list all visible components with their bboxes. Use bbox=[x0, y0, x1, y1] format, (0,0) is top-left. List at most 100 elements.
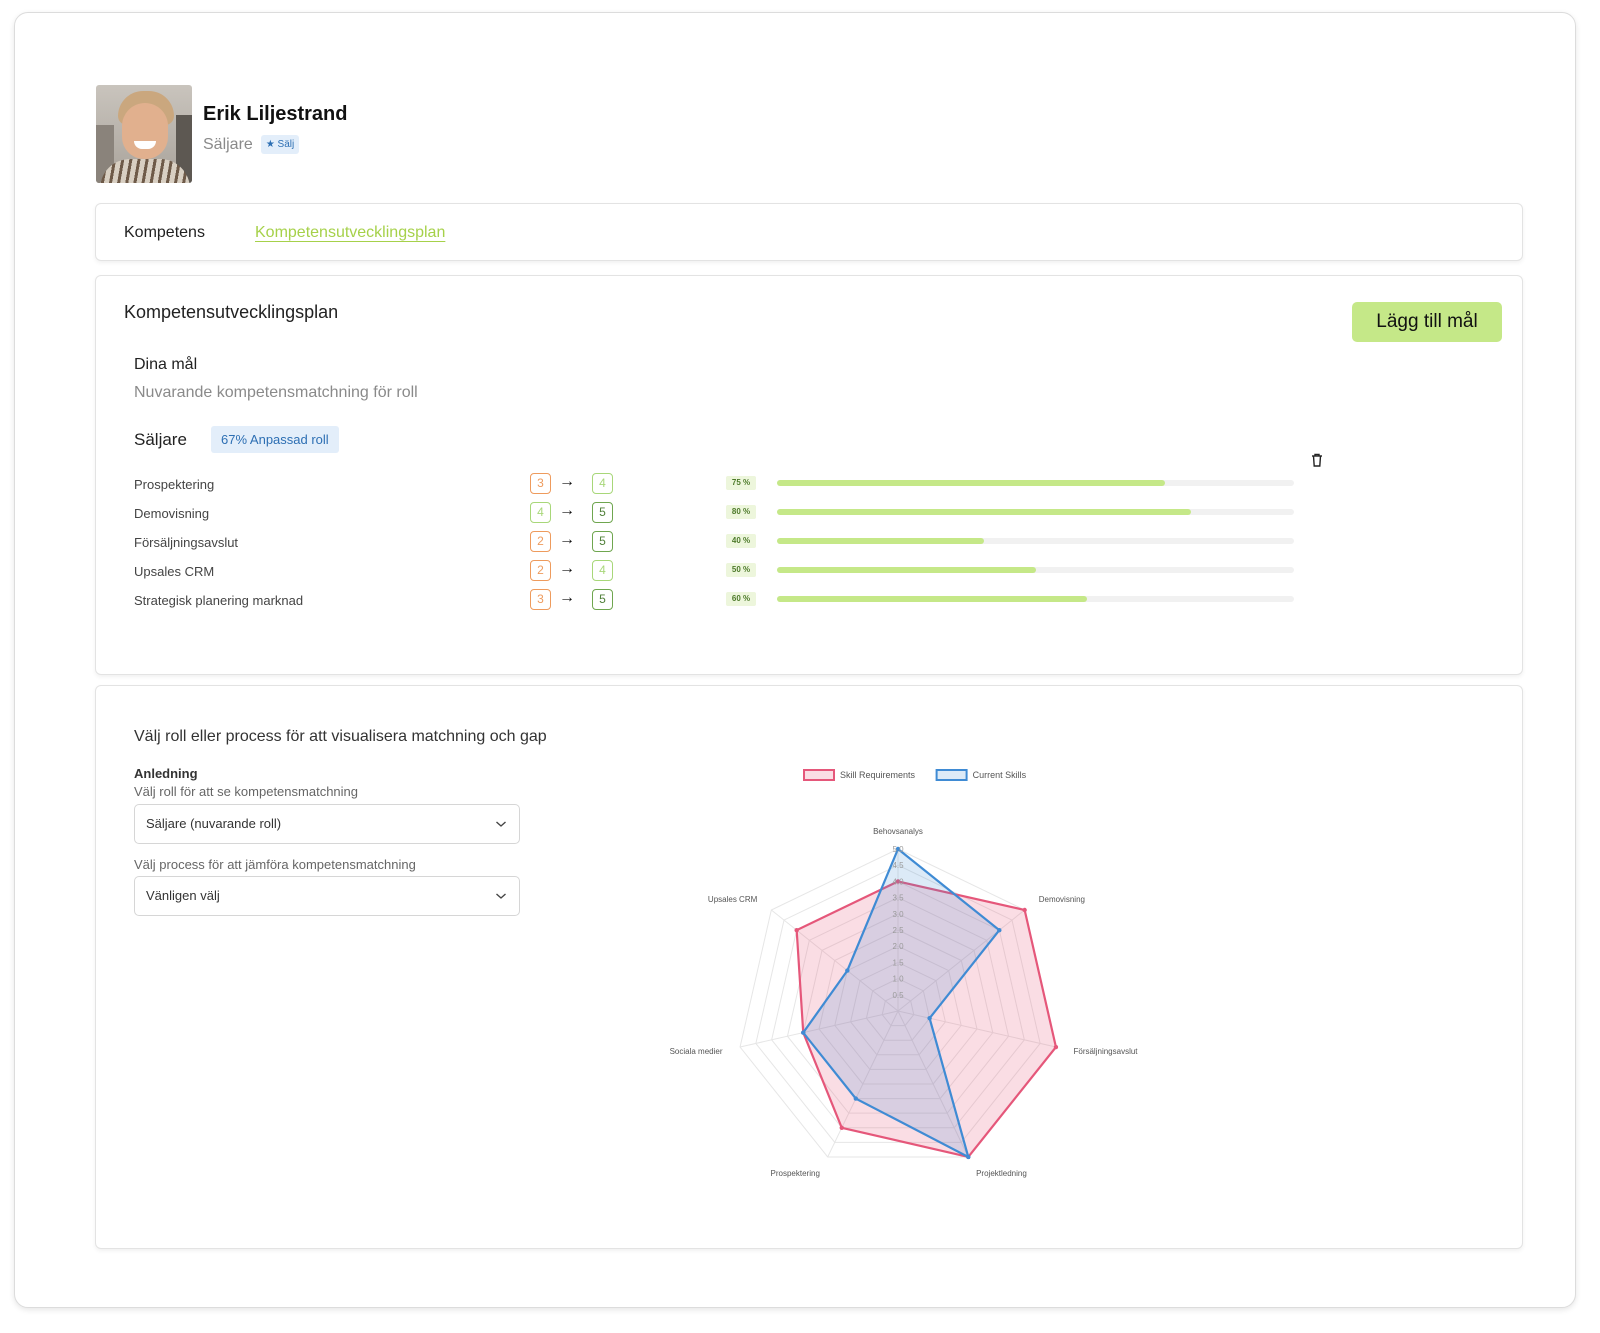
process-select-label: Välj process för att jämföra kompetensma… bbox=[134, 857, 416, 872]
progress-percent: 40 % bbox=[726, 534, 756, 548]
progress-track bbox=[777, 509, 1294, 515]
radar-grid-ring bbox=[771, 880, 1025, 1129]
current-level-box: 2 bbox=[530, 531, 551, 552]
current-level-box: 3 bbox=[530, 589, 551, 610]
radar-category-label: Prospektering bbox=[771, 1169, 820, 1178]
visualization-card: Välj roll eller process för att visualis… bbox=[95, 685, 1523, 1249]
arrow-right-icon: → bbox=[559, 502, 575, 519]
progress-fill bbox=[777, 509, 1191, 515]
radar-point bbox=[794, 927, 799, 933]
radar-grid-ring bbox=[818, 929, 978, 1085]
tab-kompetens[interactable]: Kompetens bbox=[124, 224, 205, 241]
radar-grid-ring bbox=[881, 994, 915, 1027]
goal-row: Försäljningsavslut 2 → 5 40 % bbox=[96, 531, 1524, 559]
add-goal-button[interactable]: Lägg till mål bbox=[1352, 302, 1502, 342]
progress-fill bbox=[777, 567, 1036, 573]
radar-series-area bbox=[801, 847, 1001, 1160]
trash-icon[interactable] bbox=[1309, 452, 1325, 468]
radar-grid-ring bbox=[786, 897, 1010, 1114]
role-select[interactable]: Säljare (nuvarande roll) bbox=[134, 804, 520, 844]
radar-category-label: Demovisning bbox=[1039, 895, 1085, 904]
target-level-box: 4 bbox=[592, 560, 613, 581]
tab-bar: Kompetens Kompetensutvecklingsplan bbox=[95, 203, 1523, 261]
radar-tick-label: 3.5 bbox=[892, 894, 904, 903]
progress-track bbox=[777, 480, 1294, 486]
radar-tick-label: 2.0 bbox=[892, 942, 904, 951]
progress-track bbox=[777, 596, 1294, 602]
tab-kompetensutvecklingsplan[interactable]: Kompetensutvecklingsplan bbox=[255, 224, 446, 241]
process-select[interactable]: Vänligen välj bbox=[134, 876, 520, 916]
goal-label: Strategisk planering marknad bbox=[134, 593, 304, 608]
progress-track bbox=[777, 538, 1294, 544]
radar-category-label: Projektledning bbox=[976, 1169, 1027, 1178]
radar-tick-label: 5.0 bbox=[892, 845, 904, 854]
radar-point bbox=[895, 846, 901, 852]
progress-track bbox=[777, 567, 1294, 573]
goal-row: Prospektering 3 → 4 75 % bbox=[96, 473, 1524, 501]
profile-name: Erik Liljestrand bbox=[203, 103, 348, 125]
radar-point bbox=[801, 1030, 806, 1035]
radar-point bbox=[895, 879, 901, 884]
goal-label: Prospektering bbox=[134, 477, 215, 492]
radar-tick-label: 2.5 bbox=[892, 926, 904, 935]
radar-grid-ring bbox=[802, 913, 994, 1100]
goal-label: Försäljningsavslut bbox=[134, 535, 239, 550]
goal-row: Upsales CRM 2 → 4 50 % bbox=[96, 560, 1524, 588]
radar-point bbox=[853, 1096, 859, 1101]
progress-percent: 60 % bbox=[726, 592, 756, 606]
progress-fill bbox=[777, 538, 984, 544]
radar-point bbox=[966, 1154, 971, 1160]
radar-point bbox=[1022, 907, 1027, 913]
current-level-box: 4 bbox=[530, 502, 551, 523]
target-level-box: 4 bbox=[592, 473, 613, 494]
target-level-box: 5 bbox=[592, 531, 613, 552]
goals-subtitle: Nuvarande kompetensmatchning för roll bbox=[134, 384, 418, 401]
role-badge-salj: ★ Sälj bbox=[260, 135, 300, 154]
role-select-label: Välj roll för att se kompetensmatchning bbox=[134, 784, 358, 799]
viz-title: Välj roll eller process för att visualis… bbox=[134, 728, 547, 745]
goal-role-name: Säljare bbox=[134, 430, 187, 449]
arrow-right-icon: → bbox=[559, 531, 575, 548]
arrow-right-icon: → bbox=[559, 560, 575, 577]
current-level-box: 3 bbox=[530, 473, 551, 494]
legend-swatch bbox=[803, 769, 835, 781]
radar-category-label: Upsales CRM bbox=[708, 895, 758, 904]
profile-role: Säljare bbox=[203, 135, 253, 153]
radar-point bbox=[997, 927, 1002, 933]
radar-category-label: Behovsanalys bbox=[873, 827, 923, 836]
legend-swatch bbox=[935, 769, 968, 781]
goal-row: Strategisk planering marknad 3 → 5 60 % bbox=[96, 589, 1524, 617]
radar-spoke bbox=[897, 909, 1025, 1012]
avatar-smile bbox=[134, 141, 156, 149]
radar-grid-ring bbox=[850, 961, 946, 1056]
goal-label: Demovisning bbox=[134, 506, 210, 521]
radar-tick-label: 1.5 bbox=[892, 958, 904, 967]
progress-percent: 50 % bbox=[726, 563, 756, 577]
app-frame: Erik Liljestrand Säljare ★ Sälj Kompeten… bbox=[14, 12, 1576, 1308]
legend-label: Skill Requirements bbox=[840, 770, 916, 780]
avatar-face bbox=[122, 103, 168, 159]
radar-tick-label: 4.0 bbox=[892, 877, 904, 886]
radar-tick-label: 4.5 bbox=[892, 861, 904, 870]
target-level-box: 5 bbox=[592, 502, 613, 523]
process-select-value: Vänligen välj bbox=[146, 888, 220, 903]
progress-percent: 75 % bbox=[726, 476, 756, 490]
progress-percent: 80 % bbox=[726, 505, 756, 519]
radar-spoke bbox=[897, 1010, 969, 1158]
progress-fill bbox=[777, 596, 1088, 602]
avatar bbox=[96, 85, 192, 183]
radar-grid-ring bbox=[834, 945, 962, 1070]
arrow-right-icon: → bbox=[559, 473, 575, 490]
target-level-box: 5 bbox=[592, 589, 613, 610]
radar-spoke bbox=[897, 1010, 1057, 1048]
role-select-value: Säljare (nuvarande roll) bbox=[146, 816, 282, 831]
radar-spoke bbox=[771, 909, 899, 1012]
goal-row: Demovisning 4 → 5 80 % bbox=[96, 502, 1524, 530]
progress-fill bbox=[777, 480, 1165, 486]
radar-tick-label: 3.0 bbox=[892, 910, 904, 919]
legend-label: Current Skills bbox=[973, 770, 1027, 780]
role-match-badge: 67% Anpassad roll bbox=[211, 426, 339, 453]
current-level-box: 2 bbox=[530, 560, 551, 581]
radar-spoke bbox=[827, 1010, 899, 1158]
radar-chart: 0.5 1.0 1.5 2.0 2.5 3.0 3.5 4.0 4.5 5.0 Behovsanal… bbox=[670, 769, 1138, 1178]
